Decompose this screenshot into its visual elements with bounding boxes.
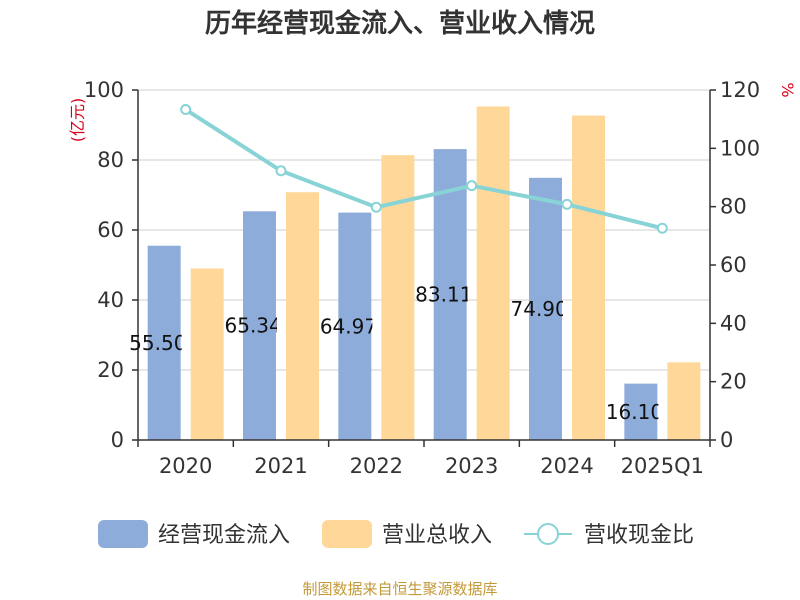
bar-value-label: 83.119 xyxy=(415,283,485,307)
bar-revenue xyxy=(667,362,701,440)
y-left-tick-label: 100 xyxy=(84,78,124,102)
y-right-tick-label: 40 xyxy=(720,311,747,335)
bar-revenue xyxy=(190,268,224,440)
bar-revenue xyxy=(476,106,510,440)
legend-marker xyxy=(537,523,559,545)
bar-value-label: 64.975 xyxy=(320,314,390,338)
y-right-tick-label: 120 xyxy=(720,78,760,102)
ratio-point xyxy=(275,165,287,177)
legend-swatch xyxy=(98,520,148,548)
bar-cash-inflow xyxy=(433,149,467,440)
y-right-tick-label: 0 xyxy=(720,428,733,452)
bar-value-label: 74.908 xyxy=(511,297,581,321)
y-left-tick-label: 40 xyxy=(97,288,124,312)
y-left-tick-label: 20 xyxy=(97,358,124,382)
y-right-tick-label: 20 xyxy=(720,370,747,394)
legend-swatch xyxy=(322,520,372,548)
x-tick-label: 2025Q1 xyxy=(621,454,704,478)
ratio-line-path xyxy=(184,107,663,231)
bar-value-label: 16.109 xyxy=(606,400,676,424)
legend-label: 经营现金流入 xyxy=(158,523,290,548)
ratio-point xyxy=(370,201,382,213)
grid-lines xyxy=(138,89,710,371)
legend: 经营现金流入 营业总收入 营收现金比 xyxy=(98,520,694,548)
bar-cash-inflow xyxy=(529,177,562,440)
ratio-point xyxy=(180,104,192,116)
ratio-point xyxy=(561,198,573,210)
data-labels: 55.508 65.349 64.975 83.119 74.908 16.109 xyxy=(129,283,676,424)
bar-cash-inflow xyxy=(243,211,276,440)
bar-value-label: 65.349 xyxy=(225,314,295,338)
bar-cash-inflow xyxy=(338,212,372,440)
x-tick-label: 2021 xyxy=(254,454,307,478)
ratio-line xyxy=(180,104,668,234)
bar-cash-inflow xyxy=(147,245,181,440)
x-tick-label: 2024 xyxy=(540,454,593,478)
ratio-point xyxy=(466,180,478,192)
y-left-unit: (亿元) xyxy=(68,98,87,143)
bars xyxy=(147,106,701,441)
y-left-tick-label: 60 xyxy=(97,218,124,242)
bar-value-label: 55.508 xyxy=(129,331,199,355)
y-right-tick-label: 80 xyxy=(720,195,747,219)
ratio-point xyxy=(656,222,668,234)
y-right-tick-label: 60 xyxy=(720,253,747,277)
x-tick-label: 2023 xyxy=(445,454,498,478)
chart-title: 历年经营现金流入、营业收入情况 xyxy=(205,8,595,39)
y-left-tick-label: 80 xyxy=(97,148,124,172)
axes: 0 20 40 60 80 100 0 20 40 60 80 100 120 2020 2021 2022 2… xyxy=(84,78,760,478)
legend-label: 营业总收入 xyxy=(382,523,492,548)
x-tick-label: 2020 xyxy=(159,454,212,478)
bar-cash-inflow xyxy=(624,383,658,440)
y-right-unit: % xyxy=(778,82,797,97)
bar-revenue xyxy=(572,115,605,441)
bar-revenue xyxy=(286,192,319,440)
x-tick-label: 2022 xyxy=(350,454,403,478)
legend-label: 营收现金比 xyxy=(584,523,694,548)
y-left-tick-label: 0 xyxy=(111,428,124,452)
y-right-tick-label: 100 xyxy=(720,136,760,160)
source-note: 制图数据来自恒生聚源数据库 xyxy=(302,580,497,598)
